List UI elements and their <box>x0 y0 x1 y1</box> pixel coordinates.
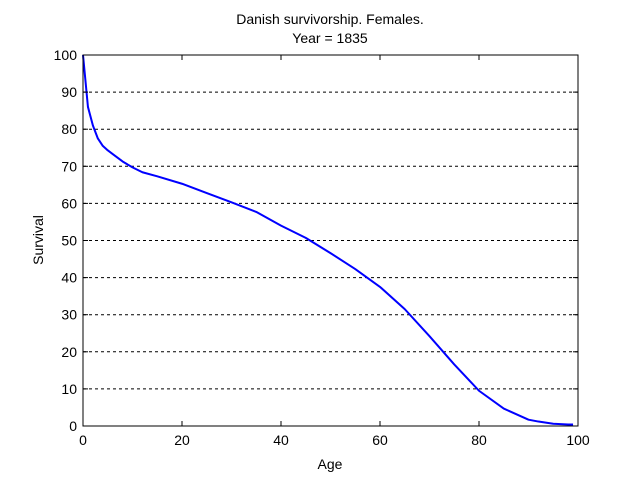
y-tick-label-100: 100 <box>54 47 78 63</box>
x-tick-label-80: 80 <box>471 432 487 448</box>
y-tick-labels: 0 10 20 30 40 50 60 70 80 90 100 <box>54 47 78 434</box>
axis-ticks <box>82 54 579 427</box>
x-tick-label-100: 100 <box>566 432 590 448</box>
series-lines <box>82 54 574 426</box>
x-tick-labels: 0 20 40 60 80 100 <box>79 432 590 448</box>
y-tick-label-50: 50 <box>61 233 77 249</box>
y-tick-label-80: 80 <box>61 121 77 137</box>
y-axis-label: Survival <box>30 215 46 265</box>
grid-lines <box>83 91 578 390</box>
x-tick-label-0: 0 <box>79 432 87 448</box>
y-tick-label-20: 20 <box>61 344 77 360</box>
y-tick-label-90: 90 <box>61 84 77 100</box>
x-axis-label: Age <box>318 456 343 472</box>
x-tick-label-20: 20 <box>174 432 190 448</box>
y-tick-label-10: 10 <box>61 381 77 397</box>
chart-title-line2: Year = 1835 <box>292 30 368 46</box>
y-tick-label-0: 0 <box>69 418 77 434</box>
y-tick-label-70: 70 <box>61 158 77 174</box>
series-line-0 <box>82 54 574 426</box>
x-tick-label-60: 60 <box>372 432 388 448</box>
x-tick-label-40: 40 <box>273 432 289 448</box>
y-tick-label-30: 30 <box>61 307 77 323</box>
y-tick-label-40: 40 <box>61 270 77 286</box>
y-tick-label-60: 60 <box>61 195 77 211</box>
chart-title-line1: Danish survivorship. Females. <box>236 11 424 27</box>
